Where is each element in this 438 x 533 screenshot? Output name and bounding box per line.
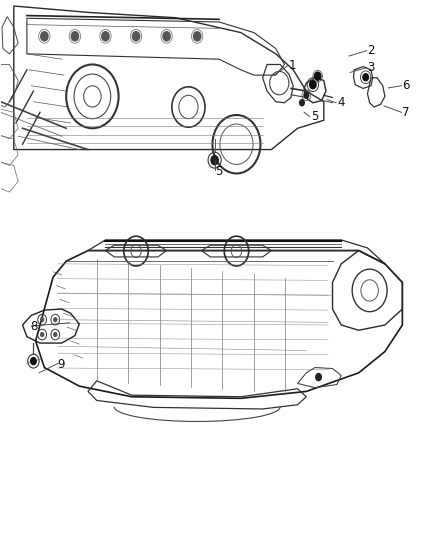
Circle shape [210,155,219,165]
Circle shape [315,373,322,381]
Text: 5: 5 [215,165,222,179]
Circle shape [162,31,171,42]
Circle shape [132,31,141,42]
Text: 6: 6 [403,79,410,92]
Circle shape [299,99,305,107]
Text: 4: 4 [337,96,344,109]
Text: 3: 3 [367,61,375,74]
Circle shape [40,317,44,322]
Text: 1: 1 [289,59,297,72]
Text: 5: 5 [311,110,318,123]
Circle shape [53,317,57,322]
Text: 9: 9 [57,358,65,371]
Text: 2: 2 [367,44,375,57]
Circle shape [30,357,37,366]
Text: 7: 7 [403,106,410,119]
Text: 8: 8 [30,320,38,333]
Circle shape [71,31,79,42]
Circle shape [193,31,201,42]
Circle shape [309,80,317,90]
Circle shape [362,73,369,82]
Circle shape [40,332,44,337]
Circle shape [53,332,57,337]
Circle shape [314,71,321,81]
Circle shape [101,31,110,42]
Circle shape [40,31,49,42]
Circle shape [303,92,309,99]
